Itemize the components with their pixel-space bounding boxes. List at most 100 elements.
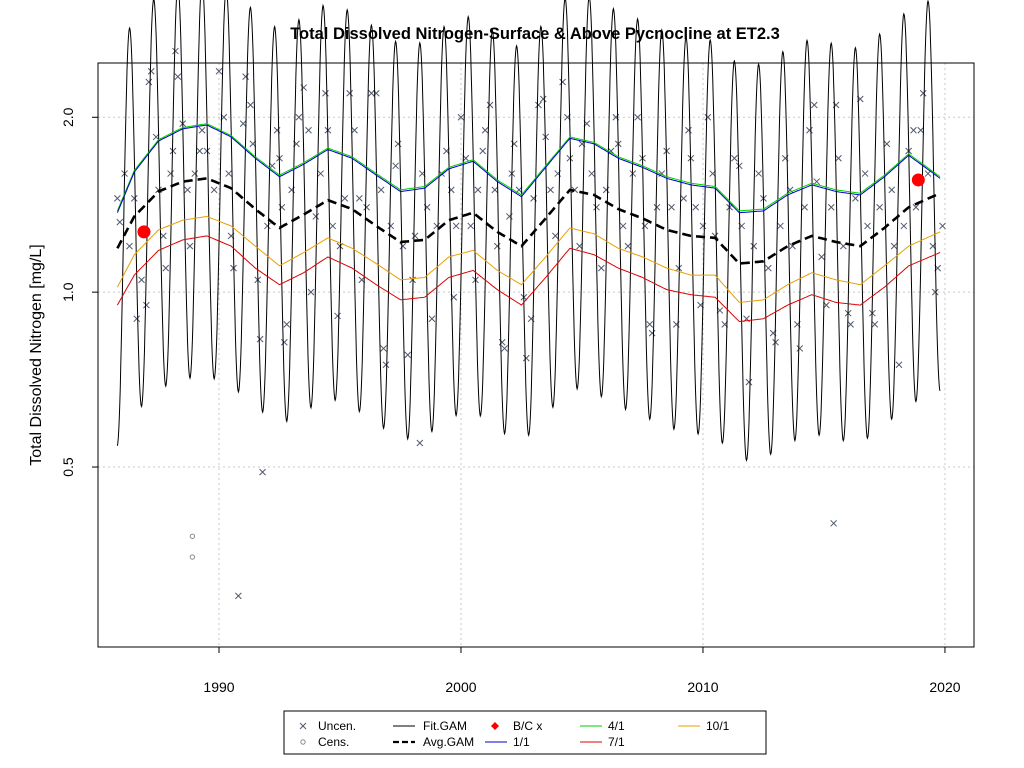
y-axis-label: Total Dissolved Nitrogen [mg/L] [28, 244, 45, 465]
uncensored-point [847, 321, 854, 328]
uncensored-point [883, 140, 891, 148]
uncensored-point [114, 195, 121, 202]
uncensored-point [174, 73, 182, 80]
cross-stroke [501, 345, 508, 352]
cross-stroke [299, 722, 307, 730]
legend-label: 4/1 [608, 719, 625, 733]
uncensored-point [467, 222, 475, 230]
uncensored-point [341, 195, 349, 202]
uncensored-point [138, 276, 145, 284]
uncensored-point [203, 147, 211, 155]
cross-stroke [648, 329, 656, 337]
cross-stroke [810, 101, 818, 109]
uncensored-point [692, 203, 700, 211]
y-axis: 0.5 1.0 2.0 [60, 107, 98, 477]
cross-stroke [646, 321, 654, 328]
cross-stroke [479, 147, 487, 155]
cross-stroke [680, 195, 687, 202]
uncensored-point [735, 162, 743, 170]
uncensored-point [126, 242, 133, 250]
uncensored-point [215, 67, 223, 75]
legend-label: Fit.GAM [423, 719, 467, 733]
y-tick-label: 2.0 [60, 107, 76, 127]
uncensored-point [830, 519, 837, 527]
uncensored-point [646, 321, 654, 328]
cross-stroke [225, 170, 233, 177]
cross-stroke [602, 186, 610, 194]
uncensored-point [169, 147, 177, 155]
cross-stroke [256, 335, 264, 343]
cross-stroke [571, 186, 579, 194]
cross-stroke [203, 147, 211, 155]
cross-stroke [641, 222, 649, 230]
uncensored-point [810, 101, 818, 109]
cross-stroke [675, 264, 683, 272]
uncensored-point [522, 354, 530, 362]
legend-censored-symbol [300, 739, 306, 745]
cross-stroke [474, 186, 482, 194]
legend-label: Cens. [318, 735, 349, 749]
uncensored-point [576, 242, 583, 250]
cross-stroke [871, 321, 879, 328]
cross-stroke [890, 242, 898, 250]
cross-stroke [772, 338, 779, 346]
uncensored-point [380, 345, 387, 352]
cross-stroke [307, 288, 315, 296]
uncensored-point [411, 232, 419, 240]
cross-stroke [624, 242, 632, 250]
uncensored-point [312, 213, 320, 220]
uncensored-point [392, 162, 399, 170]
uncensored-point [624, 242, 632, 250]
uncensored-point [474, 186, 482, 194]
uncensored-point [593, 203, 600, 211]
cross-stroke [818, 253, 825, 261]
cross-stroke [411, 232, 419, 240]
uncensored-point [184, 186, 191, 194]
cross-stroke [126, 242, 133, 250]
uncensored-point [172, 47, 179, 55]
uncensored-point [486, 101, 494, 109]
cross-stroke [861, 170, 869, 177]
cross-stroke [522, 354, 530, 362]
cross-stroke [184, 186, 191, 194]
legend-label: 7/1 [608, 735, 625, 749]
cross-stroke [351, 126, 358, 134]
cross-stroke [416, 439, 424, 447]
legend-uncensored-symbol [299, 722, 307, 730]
uncensored-point [152, 133, 160, 141]
uncensored-point [159, 232, 167, 240]
uncensored-point [481, 126, 489, 134]
cross-stroke [172, 47, 179, 55]
uncensored-point [329, 222, 337, 230]
uncensored-point [452, 222, 460, 230]
cross-stroke [498, 338, 506, 346]
cross-stroke [900, 222, 908, 230]
uncensored-point [162, 264, 170, 272]
uncensored-point [147, 67, 155, 75]
cross-stroke [162, 264, 170, 272]
cross-stroke [138, 276, 145, 284]
cross-stroke [830, 519, 837, 527]
uncensored-point [259, 468, 266, 476]
uncensored-point [835, 154, 842, 162]
cross-stroke [114, 195, 121, 202]
chart-title: Total Dissolved Nitrogen-Surface & Above… [290, 25, 780, 43]
uncensored-point [919, 89, 927, 97]
avg-gam-line [116, 176, 941, 265]
uncensored-point [116, 218, 124, 226]
uncensored-point [653, 203, 661, 211]
uncensored-point [256, 335, 264, 343]
series-lines [116, 0, 941, 463]
uncensored-point [404, 351, 412, 359]
uncensored-point [777, 222, 784, 230]
uncensored-point [675, 264, 683, 272]
cross-stroke [152, 133, 160, 141]
uncensored-point [186, 242, 194, 250]
cross-stroke [143, 301, 150, 309]
uncensored-point [498, 338, 506, 346]
series-line-1-1 [116, 124, 941, 214]
cross-stroke [835, 154, 842, 162]
uncensored-point [931, 288, 939, 296]
cross-stroke [457, 113, 465, 121]
uncensored-point [619, 222, 627, 230]
